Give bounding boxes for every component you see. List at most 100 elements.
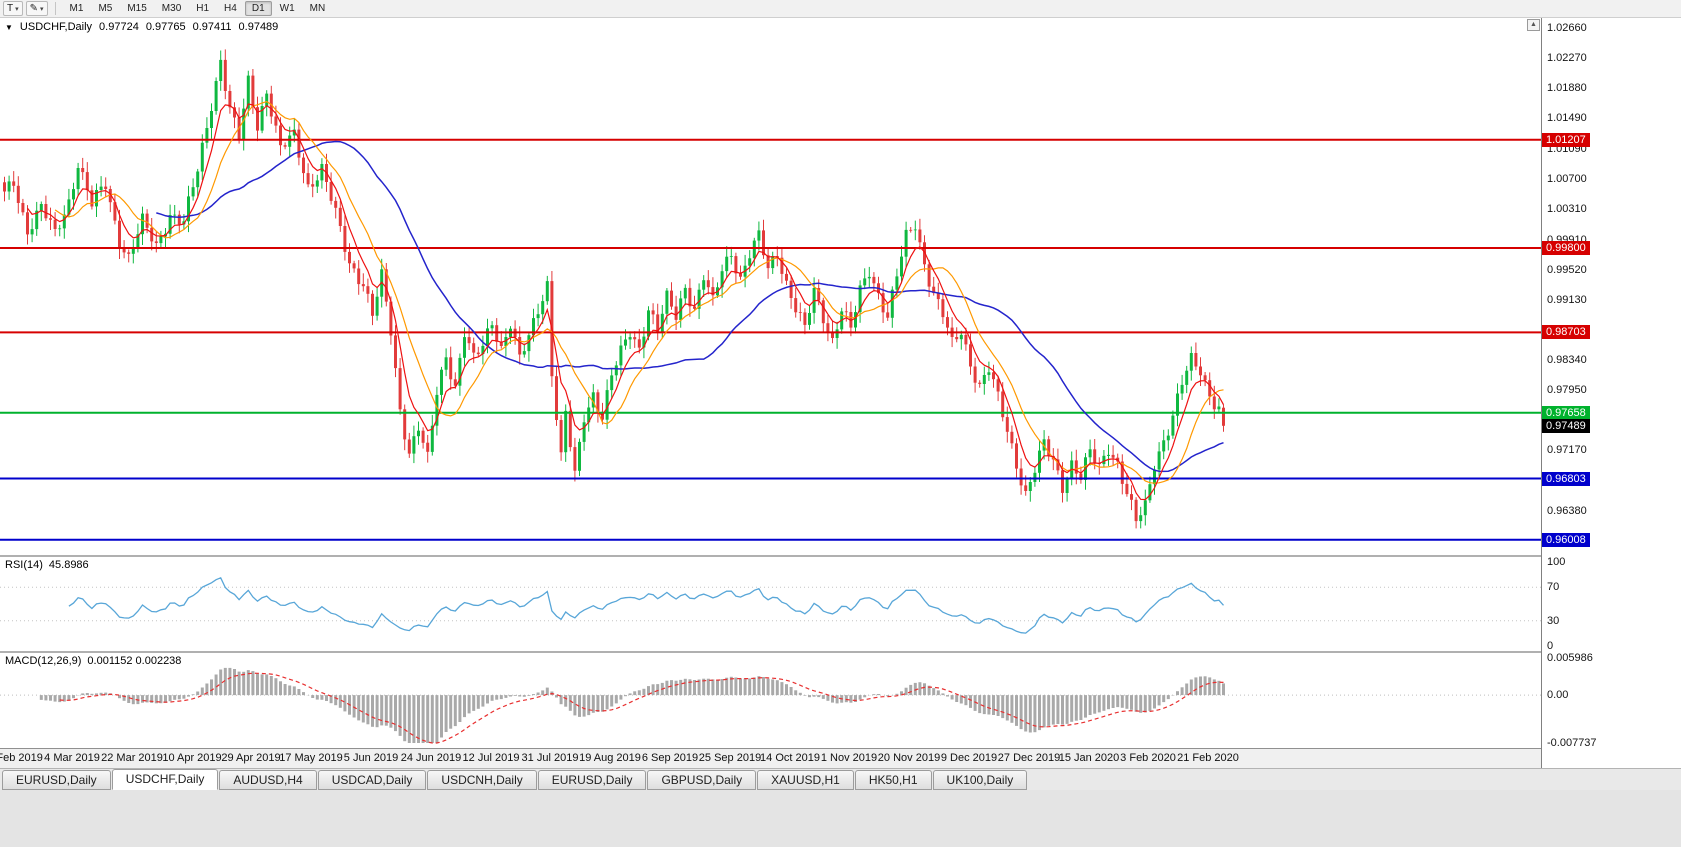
chart-tab-uk100-daily[interactable]: UK100,Daily <box>932 770 1028 790</box>
chart-tab-xauusd-h1[interactable]: XAUUSD,H1 <box>757 770 854 790</box>
window-bottom-filler <box>0 790 1681 847</box>
date-axis-label: 22 Mar 2019 <box>101 752 163 764</box>
date-axis-label: 29 Apr 2019 <box>221 752 281 764</box>
rsi-axis-label: 70 <box>1547 581 1560 593</box>
rsi-pane[interactable]: RSI(14) 45.8986 <box>0 557 1541 651</box>
timeframe-m1[interactable]: M1 <box>63 1 91 16</box>
price-axis-label: 1.01880 <box>1547 82 1587 94</box>
chart-tab-eurusd-daily[interactable]: EURUSD,Daily <box>2 770 111 790</box>
macd-canvas[interactable] <box>0 653 1541 748</box>
price-axis-label: 0.98340 <box>1547 354 1587 366</box>
date-axis-label: 24 Jun 2019 <box>400 752 462 764</box>
candles-layer <box>3 49 1225 529</box>
pencil-icon: ✎ <box>29 3 39 14</box>
chart-toolbar: T ▾ ✎ ▾ M1 M5 M15 M30 H1 H4 D1 W1 MN <box>0 0 1681 18</box>
price-axis-label: 1.00310 <box>1547 203 1587 215</box>
price-chart-canvas[interactable] <box>0 18 1541 555</box>
macd-signal-line <box>59 672 1224 744</box>
symbol-label: USDCHF,Daily <box>19 21 93 33</box>
chart-tab-gbpusd-daily[interactable]: GBPUSD,Daily <box>647 770 757 790</box>
macd-name: MACD(12,26,9) <box>5 655 82 667</box>
date-axis-label: 10 Apr 2019 <box>162 752 222 764</box>
high-value: 0.97765 <box>145 21 186 33</box>
ma-fast-line <box>27 103 1225 501</box>
price-axis-label: 1.00700 <box>1547 173 1587 185</box>
price-level-tag: 1.01207 <box>1542 133 1590 147</box>
timeframe-group: M1 M5 M15 M30 H1 H4 D1 W1 MN <box>63 1 333 16</box>
chart-tab-eurusd-daily[interactable]: EURUSD,Daily <box>537 770 647 790</box>
macd-axis-label: -0.007737 <box>1547 737 1597 749</box>
timeframe-h1[interactable]: H1 <box>189 1 216 16</box>
date-axis-label: 1 Nov 2019 <box>820 752 878 764</box>
chart-tab-hk50-h1[interactable]: HK50,H1 <box>854 770 932 790</box>
price-axis[interactable]: 1.02660 1.02270 1.01880 1.01490 1.01090 1.007… <box>1541 18 1681 768</box>
templates-button[interactable]: T ▾ <box>3 1 23 16</box>
rsi-canvas[interactable] <box>0 557 1541 651</box>
rsi-name: RSI(14) <box>5 559 43 571</box>
date-axis-label: 9 Dec 2019 <box>940 752 998 764</box>
ma-mid-line <box>54 100 1224 484</box>
quick-trade-arrow-icon[interactable]: ▼ <box>5 22 13 32</box>
chart-tab-usdcnh-daily[interactable]: USDCNH,Daily <box>427 770 537 790</box>
price-axis-label: 0.96380 <box>1547 505 1587 517</box>
macd-histogram <box>39 667 1225 743</box>
price-axis-label: 0.97950 <box>1547 384 1587 396</box>
date-axis-label: 15 Jan 2020 <box>1058 752 1120 764</box>
price-level-tag: 0.96803 <box>1542 472 1590 486</box>
ma-slow-line <box>156 140 1224 473</box>
date-axis-label: 13 Feb 2019 <box>0 752 43 764</box>
chart-area: ▼ USDCHF,Daily 0.97724 0.97765 0.97411 0… <box>0 18 1681 768</box>
pane-divider[interactable] <box>0 555 1541 557</box>
chart-header: ▼ USDCHF,Daily 0.97724 0.97765 0.97411 0… <box>5 21 278 33</box>
price-level-tag: 0.99800 <box>1542 241 1590 255</box>
current-price-tag: 0.97489 <box>1542 419 1590 433</box>
price-axis-label: 1.02660 <box>1547 22 1587 34</box>
rsi-axis-label: 30 <box>1547 615 1560 627</box>
open-value: 0.97724 <box>99 21 139 33</box>
macd-axis-label: 0.00 <box>1547 689 1569 701</box>
rsi-label: RSI(14) 45.8986 <box>5 559 89 571</box>
rsi-value: 45.8986 <box>48 559 89 571</box>
price-level-tag: 0.98703 <box>1542 325 1590 339</box>
rsi-axis-label: 0 <box>1547 640 1554 652</box>
chart-tab-audusd-h4[interactable]: AUDUSD,H4 <box>219 770 317 790</box>
date-axis-label: 12 Jul 2019 <box>462 752 520 764</box>
price-axis-label: 1.02270 <box>1547 52 1587 64</box>
scrollbar-up-button[interactable]: ▲ <box>1527 19 1540 31</box>
price-level-tag: 0.96008 <box>1542 533 1590 547</box>
timeframe-m30[interactable]: M30 <box>155 1 188 16</box>
chevron-down-icon: ▾ <box>15 5 19 13</box>
price-axis-label: 0.99520 <box>1547 264 1587 276</box>
rsi-axis-label: 100 <box>1547 556 1566 568</box>
price-pane[interactable]: ▼ USDCHF,Daily 0.97724 0.97765 0.97411 0… <box>0 18 1541 555</box>
timeframe-mn[interactable]: MN <box>303 1 333 16</box>
date-axis-label: 21 Feb 2020 <box>1177 752 1239 764</box>
low-value: 0.97411 <box>192 21 232 33</box>
chart-tab-usdchf-daily[interactable]: USDCHF,Daily <box>111 769 219 790</box>
macd-axis-label: 0.005986 <box>1547 652 1593 664</box>
timeframe-m5[interactable]: M5 <box>91 1 119 16</box>
timeframe-h4[interactable]: H4 <box>217 1 244 16</box>
chart-tab-bar: EURUSD,Daily USDCHF,Daily AUDUSD,H4 USDCAD,… <box>0 768 1681 790</box>
timeframe-m15[interactable]: M15 <box>120 1 153 16</box>
date-axis-label: 6 Sep 2019 <box>641 752 699 764</box>
date-axis-label: 19 Aug 2019 <box>579 752 641 764</box>
timeframe-d1[interactable]: D1 <box>244 1 272 16</box>
date-axis-label: 20 Nov 2019 <box>877 752 941 764</box>
date-axis-label: 17 May 2019 <box>279 752 343 764</box>
rsi-line <box>68 576 1224 634</box>
close-value: 0.97489 <box>238 21 279 33</box>
date-axis-label: 4 Mar 2019 <box>44 752 100 764</box>
pane-divider[interactable] <box>0 651 1541 653</box>
date-axis-label: 25 Sep 2019 <box>698 752 762 764</box>
chart-tab-usdcad-daily[interactable]: USDCAD,Daily <box>317 770 427 790</box>
chart-panes: ▼ USDCHF,Daily 0.97724 0.97765 0.97411 0… <box>0 18 1541 768</box>
timeframe-w1[interactable]: W1 <box>273 1 302 16</box>
date-axis-label: 27 Dec 2019 <box>997 752 1061 764</box>
price-axis-label: 1.01490 <box>1547 112 1587 124</box>
horizontal-levels-layer[interactable] <box>0 138 1541 541</box>
drawing-tool-button[interactable]: ✎ ▾ <box>25 1 48 16</box>
macd-pane[interactable]: MACD(12,26,9) 0.001152 0.002238 <box>0 653 1541 748</box>
